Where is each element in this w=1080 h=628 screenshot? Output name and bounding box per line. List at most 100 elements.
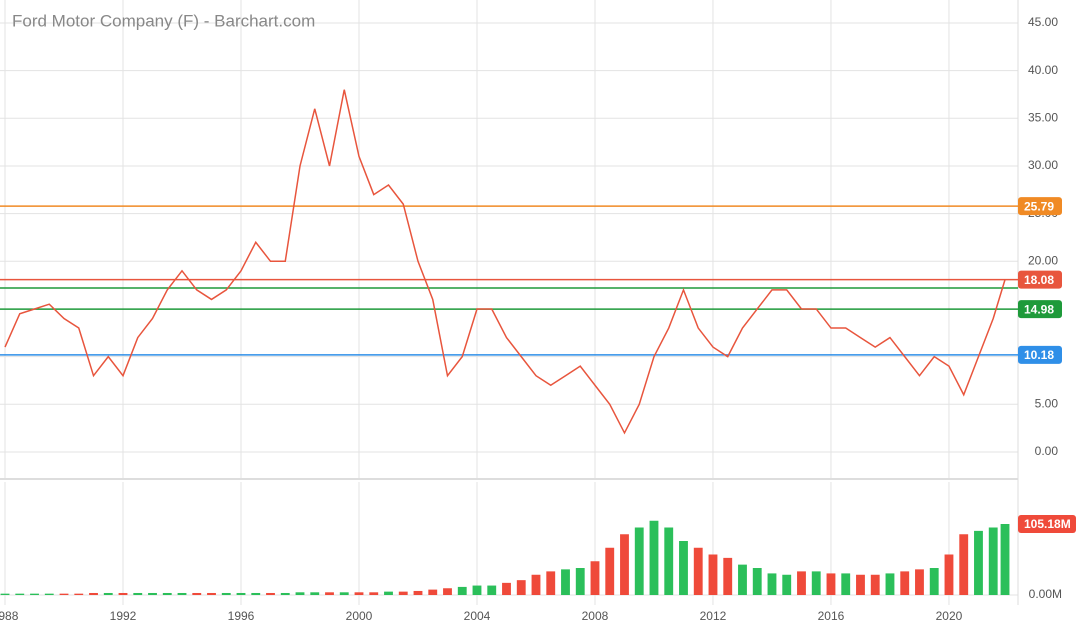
volume-bar (443, 588, 452, 596)
volume-bar (339, 592, 349, 596)
volume-bar (236, 592, 246, 596)
volume-bar (354, 592, 364, 596)
x-tick-label: 2000 (346, 609, 373, 623)
chart-title: Ford Motor Company (F) - Barchart.com (12, 11, 315, 30)
volume-bar (221, 592, 231, 596)
volume-bar (693, 547, 703, 596)
volume-bar (959, 534, 969, 596)
volume-bar (384, 591, 393, 596)
volume-bar (752, 568, 762, 596)
volume-bar (944, 554, 954, 596)
volume-bar (988, 527, 998, 596)
volume-bar (634, 527, 644, 596)
volume-bar (118, 592, 128, 596)
volume-bar (398, 591, 408, 596)
y-tick-label: 35.00 (1028, 110, 1058, 124)
price-badge (1018, 270, 1062, 289)
volume-bar (575, 568, 585, 596)
volume-bar (15, 593, 25, 596)
x-tick-label: 1988 (0, 609, 19, 623)
volume-bar (472, 585, 482, 596)
x-tick-label: 1996 (228, 609, 255, 623)
badge-label: 14.98 (1024, 302, 1054, 316)
price-badge (1018, 345, 1062, 364)
x-tick-label: 2012 (700, 609, 727, 623)
volume-bar (369, 592, 379, 596)
y-tick-label: 40.00 (1028, 63, 1058, 77)
volume-bar (738, 564, 747, 596)
volume-bar (531, 574, 541, 596)
volume-bar (885, 573, 895, 596)
price-line (4, 89, 1006, 435)
volume-bar (74, 593, 84, 596)
y-tick-label: 45.00 (1028, 15, 1058, 29)
price-badge (1018, 515, 1076, 534)
x-tick-label: 2008 (582, 609, 609, 623)
x-tick-label: 2020 (936, 609, 963, 623)
volume-bar (900, 571, 910, 596)
volume-bar (0, 593, 10, 596)
volume-bar (561, 569, 570, 596)
badge-label: 18.08 (1024, 273, 1054, 287)
volume-bar (280, 592, 290, 596)
volume-bar (502, 582, 511, 596)
volume-bar (811, 571, 821, 596)
volume-bar (59, 593, 69, 596)
x-tick-label: 2016 (818, 609, 845, 623)
volume-bar (487, 585, 497, 596)
volume-bar (870, 574, 880, 596)
volume-bar (133, 592, 143, 596)
volume-bar (929, 568, 939, 596)
volume-bar (649, 520, 659, 596)
volume-bar (767, 573, 777, 596)
volume-bar (546, 571, 556, 596)
volume-bar (841, 573, 851, 596)
volume-bar (44, 593, 54, 596)
y-tick-label: 0.00M (1029, 587, 1062, 601)
volume-bar (782, 574, 792, 596)
volume-bar (708, 554, 718, 596)
volume-bar (310, 592, 320, 596)
volume-bar (516, 580, 526, 596)
volume-bar (413, 590, 423, 596)
volume-bar (162, 592, 172, 596)
volume-bar (30, 593, 39, 596)
volume-bar (148, 592, 157, 596)
volume-bar (679, 541, 688, 596)
volume-bar (177, 592, 187, 596)
volume-bar (974, 530, 983, 596)
volume-bar (295, 592, 305, 596)
volume-bar (664, 527, 674, 596)
x-tick-label: 1992 (110, 609, 137, 623)
badge-label: 105.18M (1024, 517, 1071, 531)
volume-bar (856, 574, 865, 596)
price-badge (1018, 197, 1062, 216)
volume-bar (457, 586, 467, 596)
volume-bar (89, 592, 98, 596)
x-tick-label: 2004 (464, 609, 491, 623)
volume-bar (723, 557, 733, 596)
price-badge (1018, 300, 1062, 319)
volume-bar (1000, 524, 1010, 596)
badge-label: 25.79 (1024, 199, 1054, 213)
y-tick-label: 20.00 (1028, 253, 1058, 267)
volume-bar (192, 592, 202, 596)
volume-bar (251, 592, 261, 596)
volume-bar (605, 547, 615, 596)
volume-bar (325, 592, 334, 596)
volume-bar (826, 573, 836, 596)
volume-bar (590, 561, 600, 596)
y-tick-label: 30.00 (1028, 158, 1058, 172)
volume-bar (620, 534, 629, 596)
y-tick-label: 5.00 (1035, 396, 1059, 410)
volume-bar (207, 592, 216, 596)
y-tick-label: 0.00 (1035, 444, 1059, 458)
volume-bar (103, 592, 113, 596)
badge-label: 10.18 (1024, 348, 1054, 362)
volume-bar (266, 592, 275, 596)
volume-bar (428, 589, 438, 596)
volume-bar (915, 569, 924, 596)
volume-bar (797, 571, 806, 596)
